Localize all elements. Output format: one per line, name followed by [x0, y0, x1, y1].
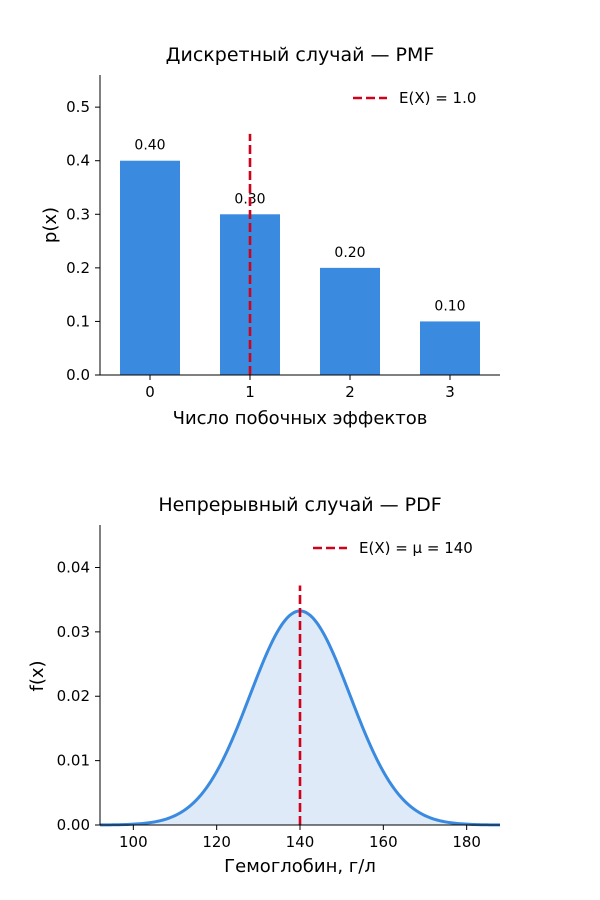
pdf-x-tick-label: 120	[202, 833, 231, 851]
pdf-y-tick-label: 0.04	[57, 558, 90, 576]
pdf-x-axis-label: Гемоглобин, г/л	[224, 856, 376, 877]
pmf-x-tick-label: 1	[245, 383, 255, 401]
pmf-y-axis-label: p(x)	[40, 207, 61, 243]
pmf-chart: Дискретный случай — PMF 0.400.300.200.10…	[40, 44, 500, 429]
pdf-y-ticks: 0.00 0.01 0.02 0.03 0.04	[57, 558, 100, 834]
pmf-data-label-3: 0.10	[434, 298, 465, 314]
pmf-data-label-2: 0.20	[334, 245, 365, 261]
pmf-bar-2	[320, 267, 380, 375]
pmf-y-tick-label: 0.4	[66, 152, 90, 170]
pmf-bar-3	[420, 321, 480, 375]
pmf-bars	[120, 160, 480, 375]
pdf-x-tick-label: 140	[286, 833, 315, 851]
pmf-data-label-0: 0.40	[134, 138, 165, 154]
pdf-legend: E(X) = μ = 140	[313, 539, 473, 557]
pdf-x-ticks: 100 120 140 160 180	[119, 825, 481, 851]
pmf-x-tick-label: 0	[145, 383, 155, 401]
pdf-y-tick-label: 0.03	[57, 623, 90, 641]
pdf-x-tick-label: 100	[119, 833, 148, 851]
pmf-y-tick-label: 0.5	[66, 98, 90, 116]
pmf-y-tick-label: 0.1	[66, 312, 90, 330]
pmf-legend-label: E(X) = 1.0	[399, 89, 476, 107]
pmf-y-tick-label: 0.2	[66, 259, 90, 277]
pmf-title: Дискретный случай — PMF	[166, 44, 435, 66]
pmf-x-axis-label: Число побочных эффектов	[173, 408, 428, 429]
pmf-y-tick-label: 0.0	[66, 366, 90, 384]
pmf-data-labels: 0.400.300.200.10	[134, 138, 465, 315]
pdf-chart: Непрерывный случай — PDF 100 120 140 160 180…	[27, 494, 501, 877]
pdf-x-tick-label: 160	[369, 833, 398, 851]
pmf-x-tick-label: 3	[445, 383, 455, 401]
pdf-legend-label: E(X) = μ = 140	[359, 539, 473, 557]
pmf-x-tick-label: 2	[345, 383, 355, 401]
pmf-legend: E(X) = 1.0	[353, 89, 476, 107]
pmf-x-ticks: 0 1 2 3	[145, 375, 455, 401]
pdf-y-tick-label: 0.01	[57, 752, 90, 770]
pmf-y-tick-label: 0.3	[66, 205, 90, 223]
pmf-bar-0	[120, 160, 180, 375]
pmf-y-ticks: 0.0 0.1 0.2 0.3 0.4 0.5	[66, 98, 100, 384]
pdf-y-axis-label: f(x)	[27, 660, 48, 691]
pdf-y-tick-label: 0.02	[57, 687, 90, 705]
pdf-x-tick-label: 180	[452, 833, 481, 851]
pdf-title: Непрерывный случай — PDF	[158, 494, 441, 516]
pdf-y-tick-label: 0.00	[57, 816, 90, 834]
